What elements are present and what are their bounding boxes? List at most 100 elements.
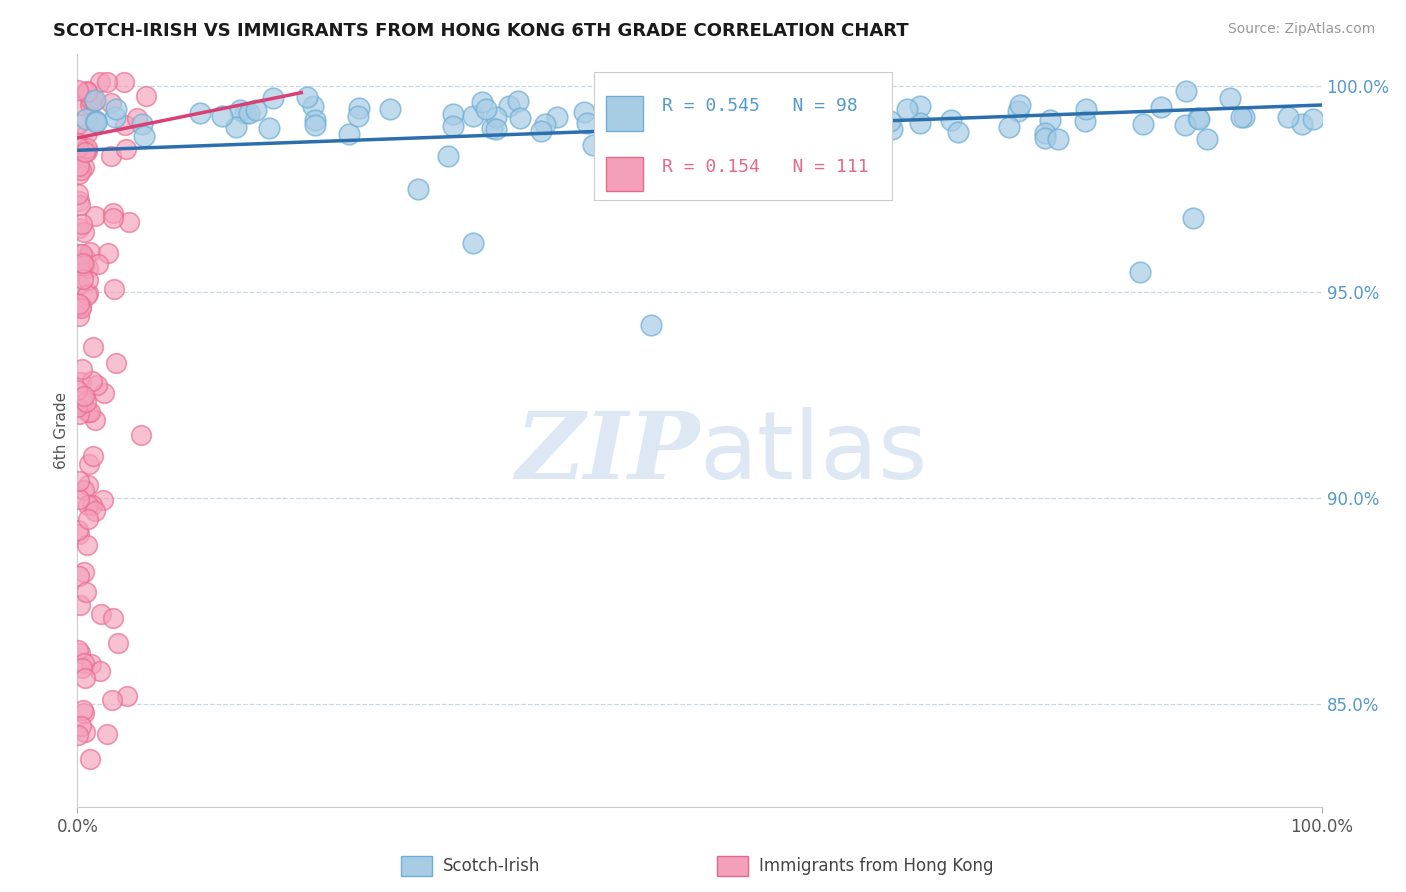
Point xyxy=(69,299,91,313)
Point xyxy=(84,504,107,518)
Point xyxy=(76,84,98,98)
Point xyxy=(75,252,97,266)
Point xyxy=(107,636,129,650)
Point xyxy=(66,187,89,202)
Point xyxy=(1174,118,1197,132)
Point xyxy=(69,198,91,212)
Point xyxy=(745,111,768,125)
Point xyxy=(93,385,115,400)
Bar xyxy=(606,96,644,131)
Point xyxy=(72,256,94,270)
Point xyxy=(67,491,90,506)
Point xyxy=(83,93,105,107)
Point xyxy=(304,112,326,127)
Point xyxy=(908,99,931,113)
Point xyxy=(304,118,326,132)
Point xyxy=(896,102,918,116)
Point xyxy=(76,144,98,158)
Point xyxy=(225,120,247,135)
Point xyxy=(77,512,100,526)
Point xyxy=(73,656,96,670)
Point xyxy=(75,112,97,126)
Point xyxy=(73,225,96,239)
Point xyxy=(72,272,94,286)
Point xyxy=(485,122,508,136)
Point xyxy=(86,378,108,392)
Point xyxy=(69,646,91,660)
Point xyxy=(75,585,97,599)
Point xyxy=(406,182,429,196)
Point xyxy=(84,113,107,128)
Point xyxy=(673,114,696,128)
Point xyxy=(125,111,148,125)
Point xyxy=(879,114,901,128)
Point xyxy=(441,107,464,121)
Point xyxy=(295,90,318,104)
Text: atlas: atlas xyxy=(700,407,928,499)
Point xyxy=(1230,111,1253,125)
Point xyxy=(73,258,96,272)
Point xyxy=(114,142,136,156)
Point xyxy=(235,105,257,120)
Point xyxy=(1187,111,1209,125)
Point xyxy=(96,727,118,741)
Point xyxy=(73,160,96,174)
Point xyxy=(1076,102,1098,116)
Point xyxy=(70,97,93,112)
Point xyxy=(89,664,111,678)
Point xyxy=(77,457,100,471)
Point xyxy=(73,706,96,720)
Point xyxy=(245,103,267,117)
Point xyxy=(75,395,97,409)
Point xyxy=(1073,114,1095,128)
Point xyxy=(101,206,124,220)
Point xyxy=(498,99,520,113)
Point xyxy=(67,277,90,292)
Point xyxy=(780,109,803,123)
Point xyxy=(86,114,108,128)
Point xyxy=(76,126,98,140)
Point xyxy=(1291,117,1313,131)
Bar xyxy=(606,157,644,191)
Point xyxy=(80,499,103,513)
Point xyxy=(262,91,284,105)
Point xyxy=(654,96,676,111)
Point xyxy=(67,475,90,489)
Point xyxy=(437,149,460,163)
Point xyxy=(84,412,107,426)
Point xyxy=(89,75,111,89)
Point xyxy=(347,101,370,115)
Point xyxy=(69,598,91,612)
Point xyxy=(509,111,531,125)
Point xyxy=(76,141,98,155)
Point xyxy=(190,106,212,120)
Point xyxy=(1132,117,1154,131)
Point xyxy=(67,407,90,421)
Point xyxy=(79,752,101,766)
Point xyxy=(80,93,103,107)
Point xyxy=(731,108,754,122)
Point xyxy=(471,95,494,109)
Point xyxy=(1150,100,1173,114)
Text: Source: ZipAtlas.com: Source: ZipAtlas.com xyxy=(1227,22,1375,37)
Point xyxy=(91,492,114,507)
Point xyxy=(104,103,127,117)
Point xyxy=(347,109,370,123)
Point xyxy=(72,396,94,410)
Point xyxy=(70,218,93,232)
Point xyxy=(530,124,553,138)
Point xyxy=(69,159,91,173)
Point xyxy=(67,167,90,181)
Point xyxy=(103,282,125,296)
Point xyxy=(79,96,101,111)
Point xyxy=(672,103,695,117)
Point xyxy=(82,449,104,463)
Point xyxy=(66,383,89,397)
Point xyxy=(1046,131,1069,145)
Point xyxy=(1302,112,1324,126)
Point xyxy=(73,389,96,403)
Point xyxy=(463,235,485,250)
Point xyxy=(796,93,818,107)
Point xyxy=(655,92,678,106)
Point xyxy=(702,111,724,125)
